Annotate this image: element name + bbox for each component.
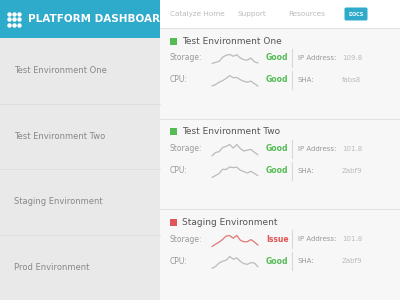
Text: SHA:: SHA:: [298, 258, 315, 264]
Text: Good: Good: [266, 257, 288, 266]
Text: CPU:: CPU:: [170, 166, 188, 175]
Text: Good: Good: [266, 53, 288, 62]
Text: PLATFORM DASHBOARD: PLATFORM DASHBOARD: [28, 14, 169, 24]
Text: Good: Good: [266, 166, 288, 175]
Text: Zabf9: Zabf9: [342, 258, 362, 264]
Text: Test Environment Two: Test Environment Two: [14, 132, 105, 141]
Text: fabs8: fabs8: [342, 77, 361, 83]
Text: 109.8: 109.8: [342, 55, 362, 61]
Text: 101.8: 101.8: [342, 146, 362, 152]
Text: IP Address:: IP Address:: [298, 146, 336, 152]
Text: Storage:: Storage:: [170, 53, 202, 62]
Text: Staging Environment: Staging Environment: [14, 197, 103, 206]
Text: Resources: Resources: [288, 11, 325, 17]
Text: Support: Support: [238, 11, 267, 17]
Text: 101.8: 101.8: [342, 236, 362, 242]
Text: Test Environment One: Test Environment One: [14, 66, 107, 75]
Text: IP Address:: IP Address:: [298, 55, 336, 61]
Text: Catalyze Home: Catalyze Home: [170, 11, 225, 17]
Text: Issue: Issue: [266, 235, 289, 244]
Text: DOCS: DOCS: [348, 11, 364, 16]
Bar: [170, 128, 177, 135]
Text: Storage:: Storage:: [170, 144, 202, 153]
Text: CPU:: CPU:: [170, 76, 188, 85]
Bar: [170, 38, 177, 44]
Text: SHA:: SHA:: [298, 168, 315, 174]
Text: CPU:: CPU:: [170, 257, 188, 266]
Text: Test Environment One: Test Environment One: [182, 37, 282, 46]
Text: SHA:: SHA:: [298, 77, 315, 83]
FancyBboxPatch shape: [344, 8, 368, 20]
Text: Prod Environment: Prod Environment: [14, 263, 89, 272]
Bar: [160, 0, 400, 28]
Text: IP Address:: IP Address:: [298, 236, 336, 242]
Bar: [0, 38, 160, 300]
Bar: [0, 0, 160, 38]
Text: Good: Good: [266, 76, 288, 85]
Text: Test Environment Two: Test Environment Two: [182, 127, 280, 136]
Text: Staging Environment: Staging Environment: [182, 218, 278, 227]
Bar: [170, 219, 177, 226]
Text: Storage:: Storage:: [170, 235, 202, 244]
Text: Good: Good: [266, 144, 288, 153]
Bar: [160, 28, 400, 300]
Text: Zabf9: Zabf9: [342, 168, 362, 174]
